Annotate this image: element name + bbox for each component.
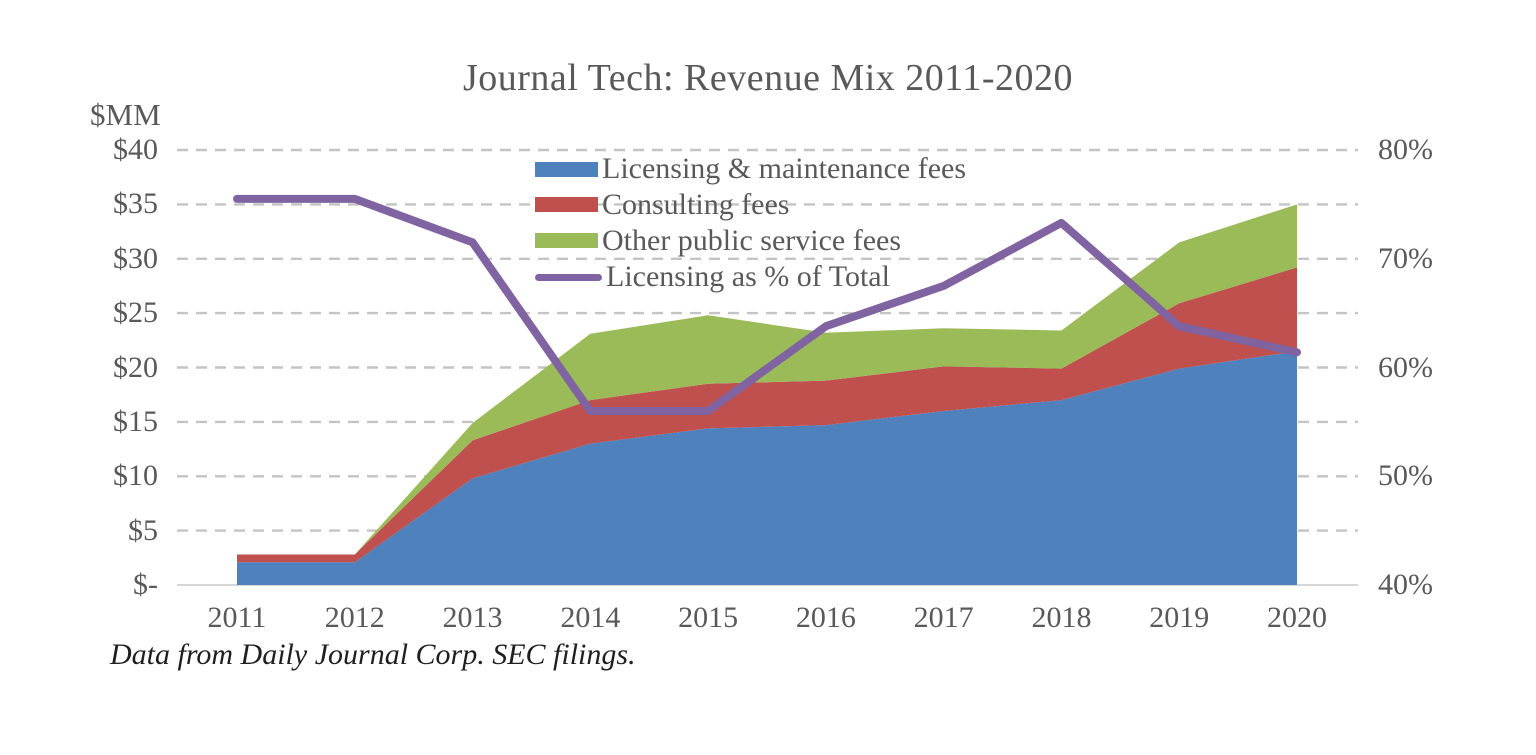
left-axis-tick: $40: [113, 133, 158, 166]
left-axis-tick: $-: [133, 568, 158, 601]
x-axis-tick-2018: 2018: [1031, 601, 1092, 634]
legend-line-swatch-licensing-pct-of-total: [535, 273, 602, 281]
left-axis-tick: $15: [113, 404, 158, 438]
footnote-source: Data from Daily Journal Corp. SEC filing…: [110, 638, 636, 671]
x-axis-tick-2012: 2012: [324, 601, 385, 634]
chart-title: Journal Tech: Revenue Mix 2011-2020: [462, 57, 1074, 99]
legend-swatch-licensing-maintenance-fees: [535, 161, 598, 177]
left-axis-tick: $30: [113, 241, 158, 275]
x-axis-tick-2015: 2015: [678, 601, 739, 634]
legend-item-licensing-maintenance-fees: Licensing & maintenance fees: [535, 152, 966, 186]
right-axis-tick: 70%: [1378, 241, 1433, 275]
x-axis-tick-2011: 2011: [207, 601, 267, 634]
right-axis-tick: 50%: [1378, 459, 1433, 493]
area-consulting-fees: [237, 267, 1297, 563]
left-axis-tick: $5: [128, 513, 158, 547]
x-axis-tick-2019: 2019: [1149, 601, 1210, 634]
x-axis-tick-2014: 2014: [560, 601, 621, 634]
left-axis-tick: $35: [113, 187, 158, 221]
legend-item-other-public-service-fees: Other public service fees: [535, 224, 901, 258]
line-licensing-pct-of-total: [233, 194, 1301, 415]
legend-label: Consulting fees: [602, 187, 790, 221]
right-axis-tick: 80%: [1378, 133, 1433, 166]
left-axis-tick: $25: [113, 296, 158, 330]
x-axis-tick-2017: 2017: [913, 601, 974, 634]
legend-label: Other public service fees: [602, 223, 902, 257]
left-axis-tick: $10: [113, 459, 158, 493]
left-axis-tick: $20: [113, 350, 158, 384]
legend-swatch-other-public-service-fees: [535, 233, 598, 248]
x-axis-tick-2016: 2016: [795, 601, 856, 634]
right-axis-tick: 60%: [1378, 350, 1433, 384]
legend-label: Licensing as % of Total: [606, 260, 890, 293]
legend-item-consulting-fees: Consulting fees: [535, 188, 790, 222]
legend-item-licensing-pct-of-total: Licensing as % of Total: [535, 260, 890, 294]
x-axis-tick-2013: 2013: [442, 601, 503, 634]
legend-swatch-consulting-fees: [535, 197, 598, 212]
x-axis-tick-2020: 2020: [1267, 601, 1327, 634]
legend-label: Licensing & maintenance fees: [602, 152, 967, 185]
area-other-public-service-fees: [237, 204, 1297, 555]
left-axis-unit-label: $MM: [90, 97, 161, 132]
area-licensing-maintenance-fees: [237, 351, 1297, 585]
right-axis-tick: 40%: [1378, 568, 1433, 601]
